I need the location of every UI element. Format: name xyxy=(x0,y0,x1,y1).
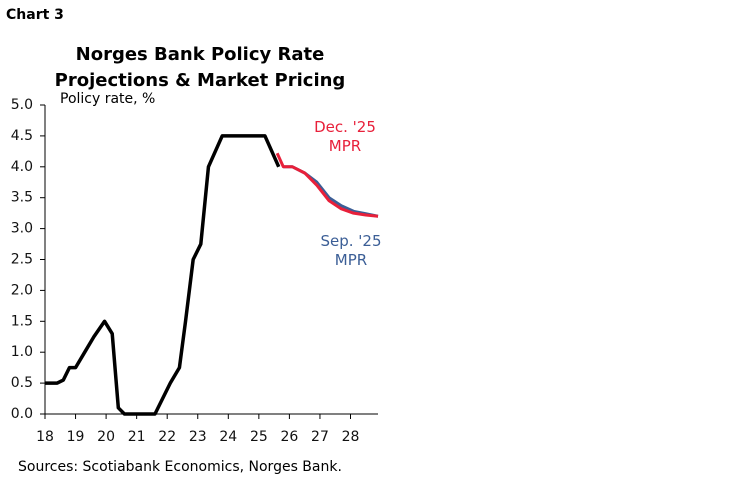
x-tick-label: 23 xyxy=(189,429,207,445)
y-tick-label: 0.0 xyxy=(11,406,33,422)
legend-label: Sep. '25 MPR xyxy=(320,232,382,269)
series-line xyxy=(45,134,281,416)
y-tick-label: 3.5 xyxy=(11,190,33,206)
x-tick-label: 24 xyxy=(219,429,237,445)
legend-label: Dec. '25 MPR xyxy=(314,118,376,155)
chart-label: Chart 3 xyxy=(6,7,64,23)
x-tick-label: 20 xyxy=(97,429,115,445)
x-tick-label: 27 xyxy=(311,429,329,445)
x-tick-label: 22 xyxy=(158,429,176,445)
y-tick-label: 2.5 xyxy=(11,252,33,268)
x-tick-label: 25 xyxy=(250,429,268,445)
y-axis-label: Policy rate, % xyxy=(60,91,156,107)
y-tick-label: 5.0 xyxy=(11,97,33,113)
y-tick-label: 4.0 xyxy=(11,159,33,175)
x-tick-label: 19 xyxy=(67,429,85,445)
x-tick-label: 28 xyxy=(342,429,360,445)
source: Sources: Scotiabank Economics, Norges Ba… xyxy=(18,459,342,475)
y-tick-label: 4.5 xyxy=(11,128,33,144)
y-tick-label: 1.0 xyxy=(11,344,33,360)
x-tick-label: 18 xyxy=(36,429,54,445)
y-tick-label: 1.5 xyxy=(11,313,33,329)
x-tick-label: 26 xyxy=(280,429,298,445)
series-line xyxy=(275,152,379,218)
chart-title: Norges Bank Policy Rate Projections & Ma… xyxy=(54,44,346,91)
x-tick-label: 21 xyxy=(128,429,146,445)
y-tick-label: 2.0 xyxy=(11,282,33,298)
y-tick-label: 0.5 xyxy=(11,375,33,391)
series-line xyxy=(283,165,379,218)
y-tick-label: 3.0 xyxy=(11,221,33,237)
